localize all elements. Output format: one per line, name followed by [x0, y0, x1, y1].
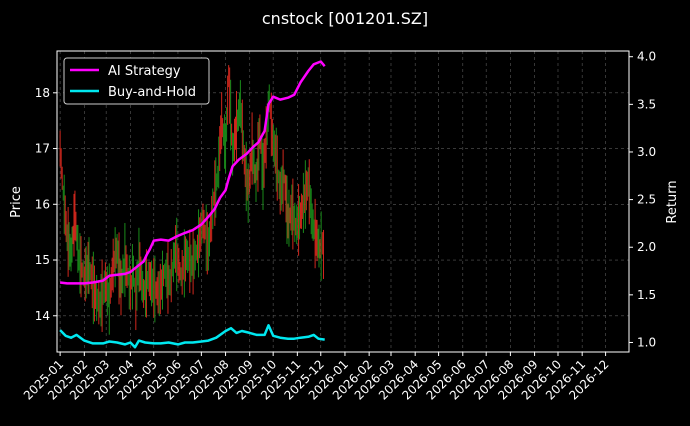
legend-box [63, 57, 210, 105]
right-y-tick-label: 2.0 [637, 240, 656, 254]
chart-title: cnstock [001201.SZ] [262, 9, 428, 28]
left-y-tick-label: 15 [35, 253, 50, 267]
ai-strategy-line [59, 60, 326, 285]
left-y-tick-label: 16 [35, 197, 50, 211]
left-y-tick-label: 18 [35, 86, 50, 100]
right-y-tick-label: 3.0 [637, 145, 656, 159]
legend-label-buy-and-hold: Buy-and-Hold [108, 85, 196, 100]
right-y-tick-label: 4.0 [637, 50, 656, 64]
left-y-tick-label: 17 [35, 142, 50, 156]
legend-label-ai-strategy: AI Strategy [108, 64, 181, 79]
right-y-tick-label: 3.5 [637, 97, 656, 111]
left-axis-label: Price [9, 186, 24, 218]
left-y-tick-label: 14 [35, 309, 50, 323]
axes: 2025-012025-022025-032025-042025-052025-… [21, 50, 656, 403]
legend: AI Strategy Buy-and-Hold [63, 57, 210, 105]
right-axis-label: Return [665, 180, 680, 223]
right-y-tick-label: 1.5 [637, 288, 656, 302]
right-y-tick-label: 2.5 [637, 193, 656, 207]
plot-frame [56, 50, 630, 353]
buy-and-hold-line [59, 324, 325, 349]
price-bars-series [59, 65, 324, 335]
strategy-lines [59, 60, 326, 349]
right-y-tick-label: 1.0 [637, 335, 656, 349]
